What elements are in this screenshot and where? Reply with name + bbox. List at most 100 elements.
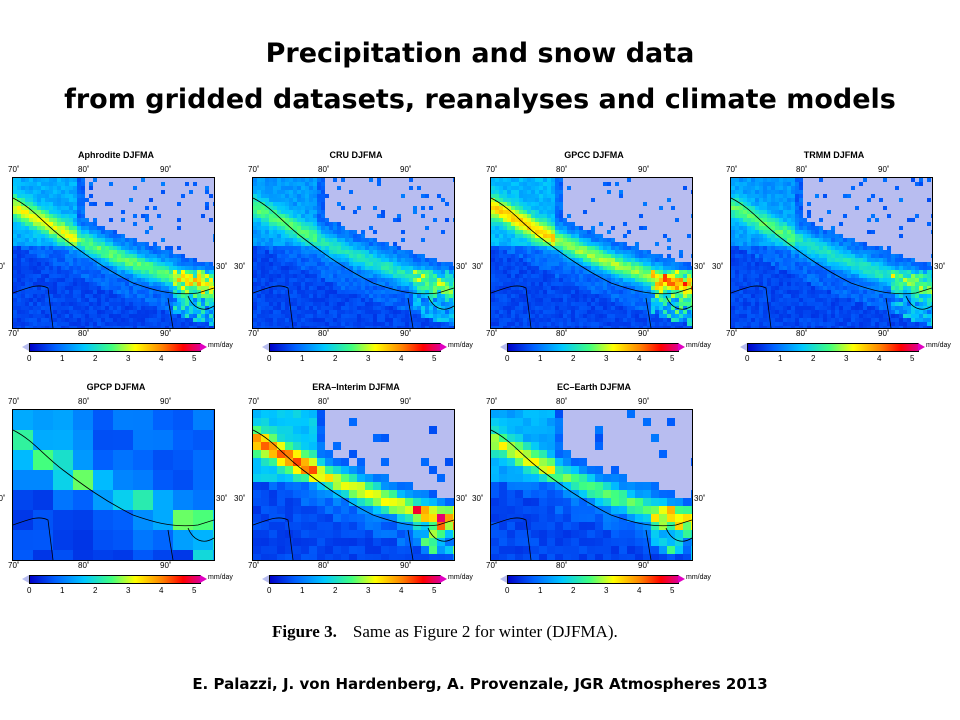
lon-tick-label-bottom: 80˚	[78, 561, 90, 570]
country-borders	[491, 429, 692, 560]
colorbar-tick-label: 0	[505, 586, 510, 595]
precipitation-map	[252, 409, 455, 561]
lon-tick-label-bottom: 80˚	[796, 329, 808, 338]
lon-tick-label-bottom: 80˚	[556, 561, 568, 570]
colorbar-tick-label: 4	[399, 586, 404, 595]
lat-tick-label-right: 30˚	[216, 262, 228, 271]
colorbar-tick-label: 1	[300, 354, 305, 363]
lon-tick-label-top: 90˚	[400, 165, 412, 174]
precip-field-svg	[491, 410, 692, 560]
precip-field-svg	[253, 178, 454, 328]
lon-tick-label-bottom: 70˚	[726, 329, 738, 338]
country-borders	[13, 197, 214, 328]
lat-tick-label-right: 30˚	[216, 494, 228, 503]
lon-tick-label-top: 70˚	[486, 397, 498, 406]
colorbar-tick-label: 3	[604, 586, 609, 595]
lon-tick-label-bottom: 70˚	[486, 329, 498, 338]
lon-tick-label-top: 90˚	[878, 165, 890, 174]
colorbar-tick-label: 5	[432, 586, 437, 595]
panel-title: GPCC DJFMA	[564, 150, 624, 160]
panel-title: GPCP DJFMA	[86, 382, 146, 392]
precip-field-svg	[13, 410, 214, 560]
lon-tick-label-top: 70˚	[248, 165, 260, 174]
colorbar-tick-label: 1	[300, 586, 305, 595]
colorbar	[507, 343, 679, 352]
colorbar-unit: mm/day	[686, 574, 711, 581]
colorbar-tick-label: 4	[159, 586, 164, 595]
colorbar-max-arrow	[440, 343, 447, 351]
country-borders	[13, 429, 214, 560]
country-borders	[491, 197, 692, 328]
colorbar-unit: mm/day	[926, 342, 951, 349]
colorbar-tick-label: 5	[192, 586, 197, 595]
lon-tick-label-bottom: 90˚	[638, 561, 650, 570]
colorbar-max-arrow	[200, 343, 207, 351]
panel-title: CRU DJFMA	[329, 150, 383, 160]
lat-tick-label-left: 30˚	[0, 262, 6, 271]
map-panel: GPCC DJFMA 70˚ 70˚ 80˚ 80˚ 90˚ 90˚ 30˚ 30˚ mm/day…	[472, 150, 711, 374]
country-borders	[731, 197, 932, 328]
precipitation-map	[12, 177, 215, 329]
colorbar-max-arrow	[200, 575, 207, 583]
colorbar	[269, 343, 441, 352]
lat-tick-label-left: 30˚	[712, 262, 724, 271]
colorbar-tick-label: 1	[538, 354, 543, 363]
country-borders	[253, 429, 454, 560]
lon-tick-label-top: 70˚	[248, 397, 260, 406]
lon-tick-label-top: 90˚	[638, 165, 650, 174]
colorbar-tick-label: 0	[267, 586, 272, 595]
precipitation-map	[730, 177, 933, 329]
colorbar-tick-label: 2	[93, 354, 98, 363]
map-panel: GPCP DJFMA 70˚ 70˚ 80˚ 80˚ 90˚ 90˚ 30˚ 30˚ mm/day…	[0, 382, 233, 606]
colorbar-tick-label: 3	[126, 354, 131, 363]
lon-tick-label-top: 70˚	[726, 165, 738, 174]
panel-title: EC–Earth DJFMA	[556, 382, 631, 392]
colorbar-tick-label: 3	[844, 354, 849, 363]
colorbar-tick-label: 0	[745, 354, 750, 363]
lon-tick-label-bottom: 80˚	[318, 329, 330, 338]
map-panel: CRU DJFMA 70˚ 70˚ 80˚ 80˚ 90˚ 90˚ 30˚ 30˚ mm/day 0…	[234, 150, 473, 374]
colorbar-tick-label: 4	[637, 354, 642, 363]
lon-tick-label-bottom: 80˚	[318, 561, 330, 570]
colorbar-min-arrow	[262, 343, 269, 351]
colorbar-max-arrow	[678, 343, 685, 351]
colorbar-min-arrow	[500, 343, 507, 351]
colorbar-tick-label: 3	[366, 586, 371, 595]
lon-tick-label-bottom: 90˚	[400, 329, 412, 338]
colorbar-tick-label: 2	[333, 354, 338, 363]
colorbar-min-arrow	[262, 575, 269, 583]
slide-title-line2: from gridded datasets, reanalyses and cl…	[64, 84, 896, 115]
lon-tick-label-bottom: 90˚	[160, 329, 172, 338]
precip-field-svg	[491, 178, 692, 328]
caption-figure-number: Figure 3.	[272, 622, 337, 641]
colorbar-unit: mm/day	[686, 342, 711, 349]
lon-tick-label-bottom: 70˚	[248, 329, 260, 338]
colorbar-tick-label: 0	[267, 354, 272, 363]
colorbar-max-arrow	[918, 343, 925, 351]
colorbar-tick-label: 2	[571, 354, 576, 363]
colorbar-tick-label: 4	[877, 354, 882, 363]
colorbar-tick-label: 0	[505, 354, 510, 363]
lon-tick-label-bottom: 70˚	[486, 561, 498, 570]
lat-tick-label-left: 30˚	[234, 262, 246, 271]
lon-tick-label-bottom: 80˚	[556, 329, 568, 338]
colorbar-tick-label: 5	[670, 354, 675, 363]
colorbar-tick-label: 1	[778, 354, 783, 363]
colorbar-min-arrow	[22, 343, 29, 351]
lon-tick-label-top: 90˚	[400, 397, 412, 406]
lon-tick-label-top: 90˚	[160, 397, 172, 406]
lon-tick-label-top: 80˚	[556, 397, 568, 406]
colorbar-tick-label: 2	[811, 354, 816, 363]
colorbar-unit: mm/day	[208, 574, 233, 581]
map-panel: ERA–Interim DJFMA 70˚ 70˚ 80˚ 80˚ 90˚ 90˚ 30˚ 30…	[234, 382, 473, 606]
lon-tick-label-bottom: 70˚	[8, 329, 20, 338]
lat-tick-label-left: 30˚	[472, 262, 484, 271]
lat-tick-label-left: 30˚	[472, 494, 484, 503]
precip-field-svg	[253, 410, 454, 560]
slide-title-line1: Precipitation and snow data	[265, 38, 695, 69]
lon-tick-label-bottom: 70˚	[8, 561, 20, 570]
lon-tick-label-top: 70˚	[8, 397, 20, 406]
lon-tick-label-top: 70˚	[8, 165, 20, 174]
precipitation-map	[252, 177, 455, 329]
precipitation-map	[490, 177, 693, 329]
